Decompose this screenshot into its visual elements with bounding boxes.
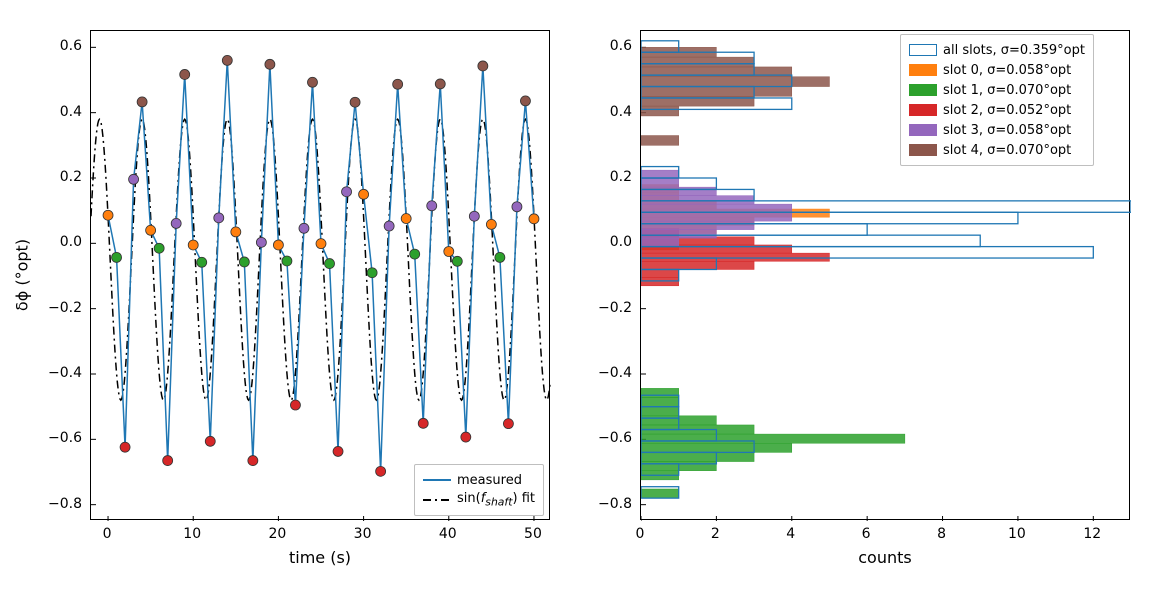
left-xtick-label: 0	[103, 526, 112, 542]
right-xtick-label: 6	[862, 526, 871, 542]
legend-item: sin(fshaft) fit	[423, 490, 535, 510]
left-ytick-label: −0.8	[42, 496, 82, 512]
figure: 01020304050 −0.8−0.6−0.4−0.20.00.20.40.6…	[0, 0, 1162, 589]
left-ytick-label: 0.0	[42, 234, 82, 250]
right-ytick-label: 0.2	[592, 169, 632, 185]
right-xlabel: counts	[858, 548, 911, 567]
left-plot-svg	[91, 31, 551, 521]
right-xtick-label: 2	[711, 526, 720, 542]
legend-label: slot 2, σ=0.052°opt	[943, 103, 1071, 118]
left-xtick-label: 20	[268, 526, 286, 542]
legend-label: measured	[457, 473, 522, 488]
legend-item: all slots, σ=0.359°opt	[909, 40, 1085, 60]
right-xtick-label: 10	[1008, 526, 1026, 542]
legend-label: slot 3, σ=0.058°opt	[943, 123, 1071, 138]
legend-label: slot 1, σ=0.070°opt	[943, 83, 1071, 98]
right-xtick-label: 4	[786, 526, 795, 542]
legend-label: all slots, σ=0.359°opt	[943, 43, 1085, 58]
left-legend: measured sin(fshaft) fit	[414, 464, 544, 516]
legend-label: slot 0, σ=0.058°opt	[943, 63, 1071, 78]
right-legend: all slots, σ=0.359°opt slot 0, σ=0.058°op…	[900, 34, 1094, 166]
legend-item: slot 4, σ=0.070°opt	[909, 140, 1085, 160]
left-ytick-label: −0.2	[42, 300, 82, 316]
legend-label: slot 4, σ=0.070°opt	[943, 143, 1071, 158]
left-ytick-label: 0.2	[42, 169, 82, 185]
right-xtick-label: 0	[636, 526, 645, 542]
right-ytick-label: −0.4	[592, 365, 632, 381]
left-xtick-label: 10	[183, 526, 201, 542]
left-xlabel: time (s)	[289, 548, 351, 567]
legend-item: slot 1, σ=0.070°opt	[909, 80, 1085, 100]
left-xtick-label: 40	[439, 526, 457, 542]
right-ytick-label: 0.4	[592, 104, 632, 120]
right-xtick-label: 8	[937, 526, 946, 542]
left-ylabel: δϕ (°opt)	[13, 239, 32, 311]
left-ytick-label: 0.6	[42, 38, 82, 54]
left-ytick-label: 0.4	[42, 104, 82, 120]
left-plot-area	[90, 30, 550, 520]
legend-item: slot 3, σ=0.058°opt	[909, 120, 1085, 140]
legend-item: slot 0, σ=0.058°opt	[909, 60, 1085, 80]
right-ytick-label: −0.6	[592, 430, 632, 446]
left-ytick-label: −0.6	[42, 430, 82, 446]
legend-label: sin(fshaft) fit	[457, 491, 535, 509]
right-ytick-label: −0.2	[592, 300, 632, 316]
right-ytick-label: 0.6	[592, 38, 632, 54]
right-xtick-label: 12	[1083, 526, 1101, 542]
legend-item: slot 2, σ=0.052°opt	[909, 100, 1085, 120]
right-ytick-label: −0.8	[592, 496, 632, 512]
left-ytick-label: −0.4	[42, 365, 82, 381]
left-xtick-label: 30	[354, 526, 372, 542]
left-xtick-label: 50	[524, 526, 542, 542]
legend-item: measured	[423, 470, 535, 490]
right-ytick-label: 0.0	[592, 234, 632, 250]
